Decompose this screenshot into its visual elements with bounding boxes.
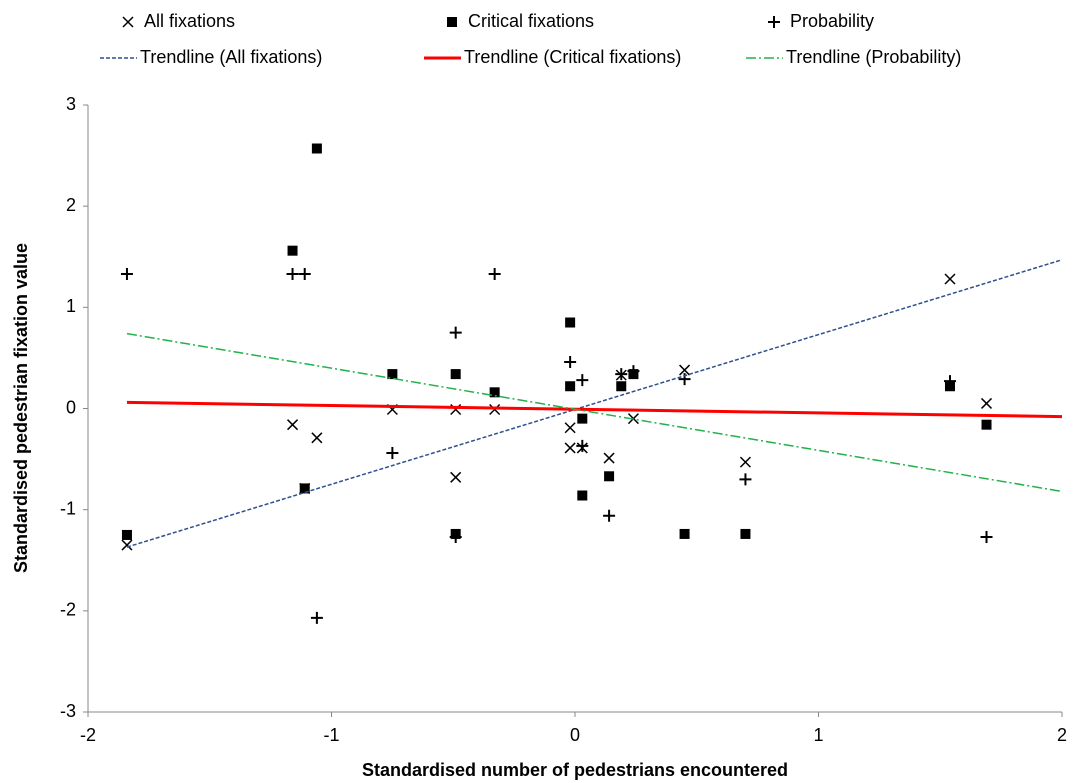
x-tick-label: 0 [570,725,580,745]
point [564,442,576,454]
point [449,326,462,339]
y-axis-title: Standardised pedestrian fixation value [11,243,31,573]
point [489,403,501,416]
point [311,432,323,444]
point [577,413,588,424]
point [449,530,462,543]
point [386,447,399,460]
point [565,317,576,328]
point [564,422,576,434]
point [679,364,691,376]
legend-marker [768,16,780,28]
point [616,381,627,392]
point [679,528,690,539]
x-tick-label: 1 [813,725,823,745]
point [310,611,323,624]
point [287,419,299,431]
legend-label: All fixations [144,11,235,31]
x-tick-label: -1 [323,725,339,745]
point [981,419,992,430]
y-tick-label: 3 [66,94,76,114]
point [450,369,461,380]
y-tick-label: 1 [66,296,76,316]
point [943,375,956,388]
legend-label: Trendline (All fixations) [140,47,322,67]
y-tick-label: -1 [60,498,76,518]
point [627,365,640,378]
point [980,397,993,409]
point [311,143,322,154]
legend-marker [447,17,457,27]
point [740,528,751,539]
point [739,473,752,486]
point [287,245,298,256]
point [298,267,311,280]
trendline [126,259,1063,548]
legend-label: Critical fixations [468,11,594,31]
point [387,369,398,380]
point [286,267,299,280]
point [564,355,577,368]
legend-label: Trendline (Critical fixations) [464,47,681,67]
legend-label: Probability [790,11,874,31]
point [576,374,589,387]
trendline [126,400,1063,419]
point [488,267,501,280]
x-tick-label: -2 [80,725,96,745]
point [489,387,500,398]
point [450,471,462,483]
point [121,529,132,540]
point [565,381,576,392]
x-tick-label: 2 [1057,725,1067,745]
point [739,456,751,468]
y-tick-label: -3 [60,701,76,721]
point [121,539,133,551]
y-tick-label: 0 [66,397,76,417]
trendline [126,332,1063,493]
legend-label: Trendline (Probability) [786,47,961,67]
point [120,267,133,280]
point [577,490,588,501]
y-tick-label: -2 [60,600,76,620]
point [980,530,993,543]
x-axis-title: Standardised number of pedestrians encou… [362,760,788,780]
point [299,483,310,494]
point [615,368,628,381]
point [944,273,956,285]
legend-marker [122,16,134,28]
point [576,439,589,452]
point [603,452,615,464]
y-tick-label: 2 [66,195,76,215]
point [604,471,615,482]
point [603,509,616,522]
